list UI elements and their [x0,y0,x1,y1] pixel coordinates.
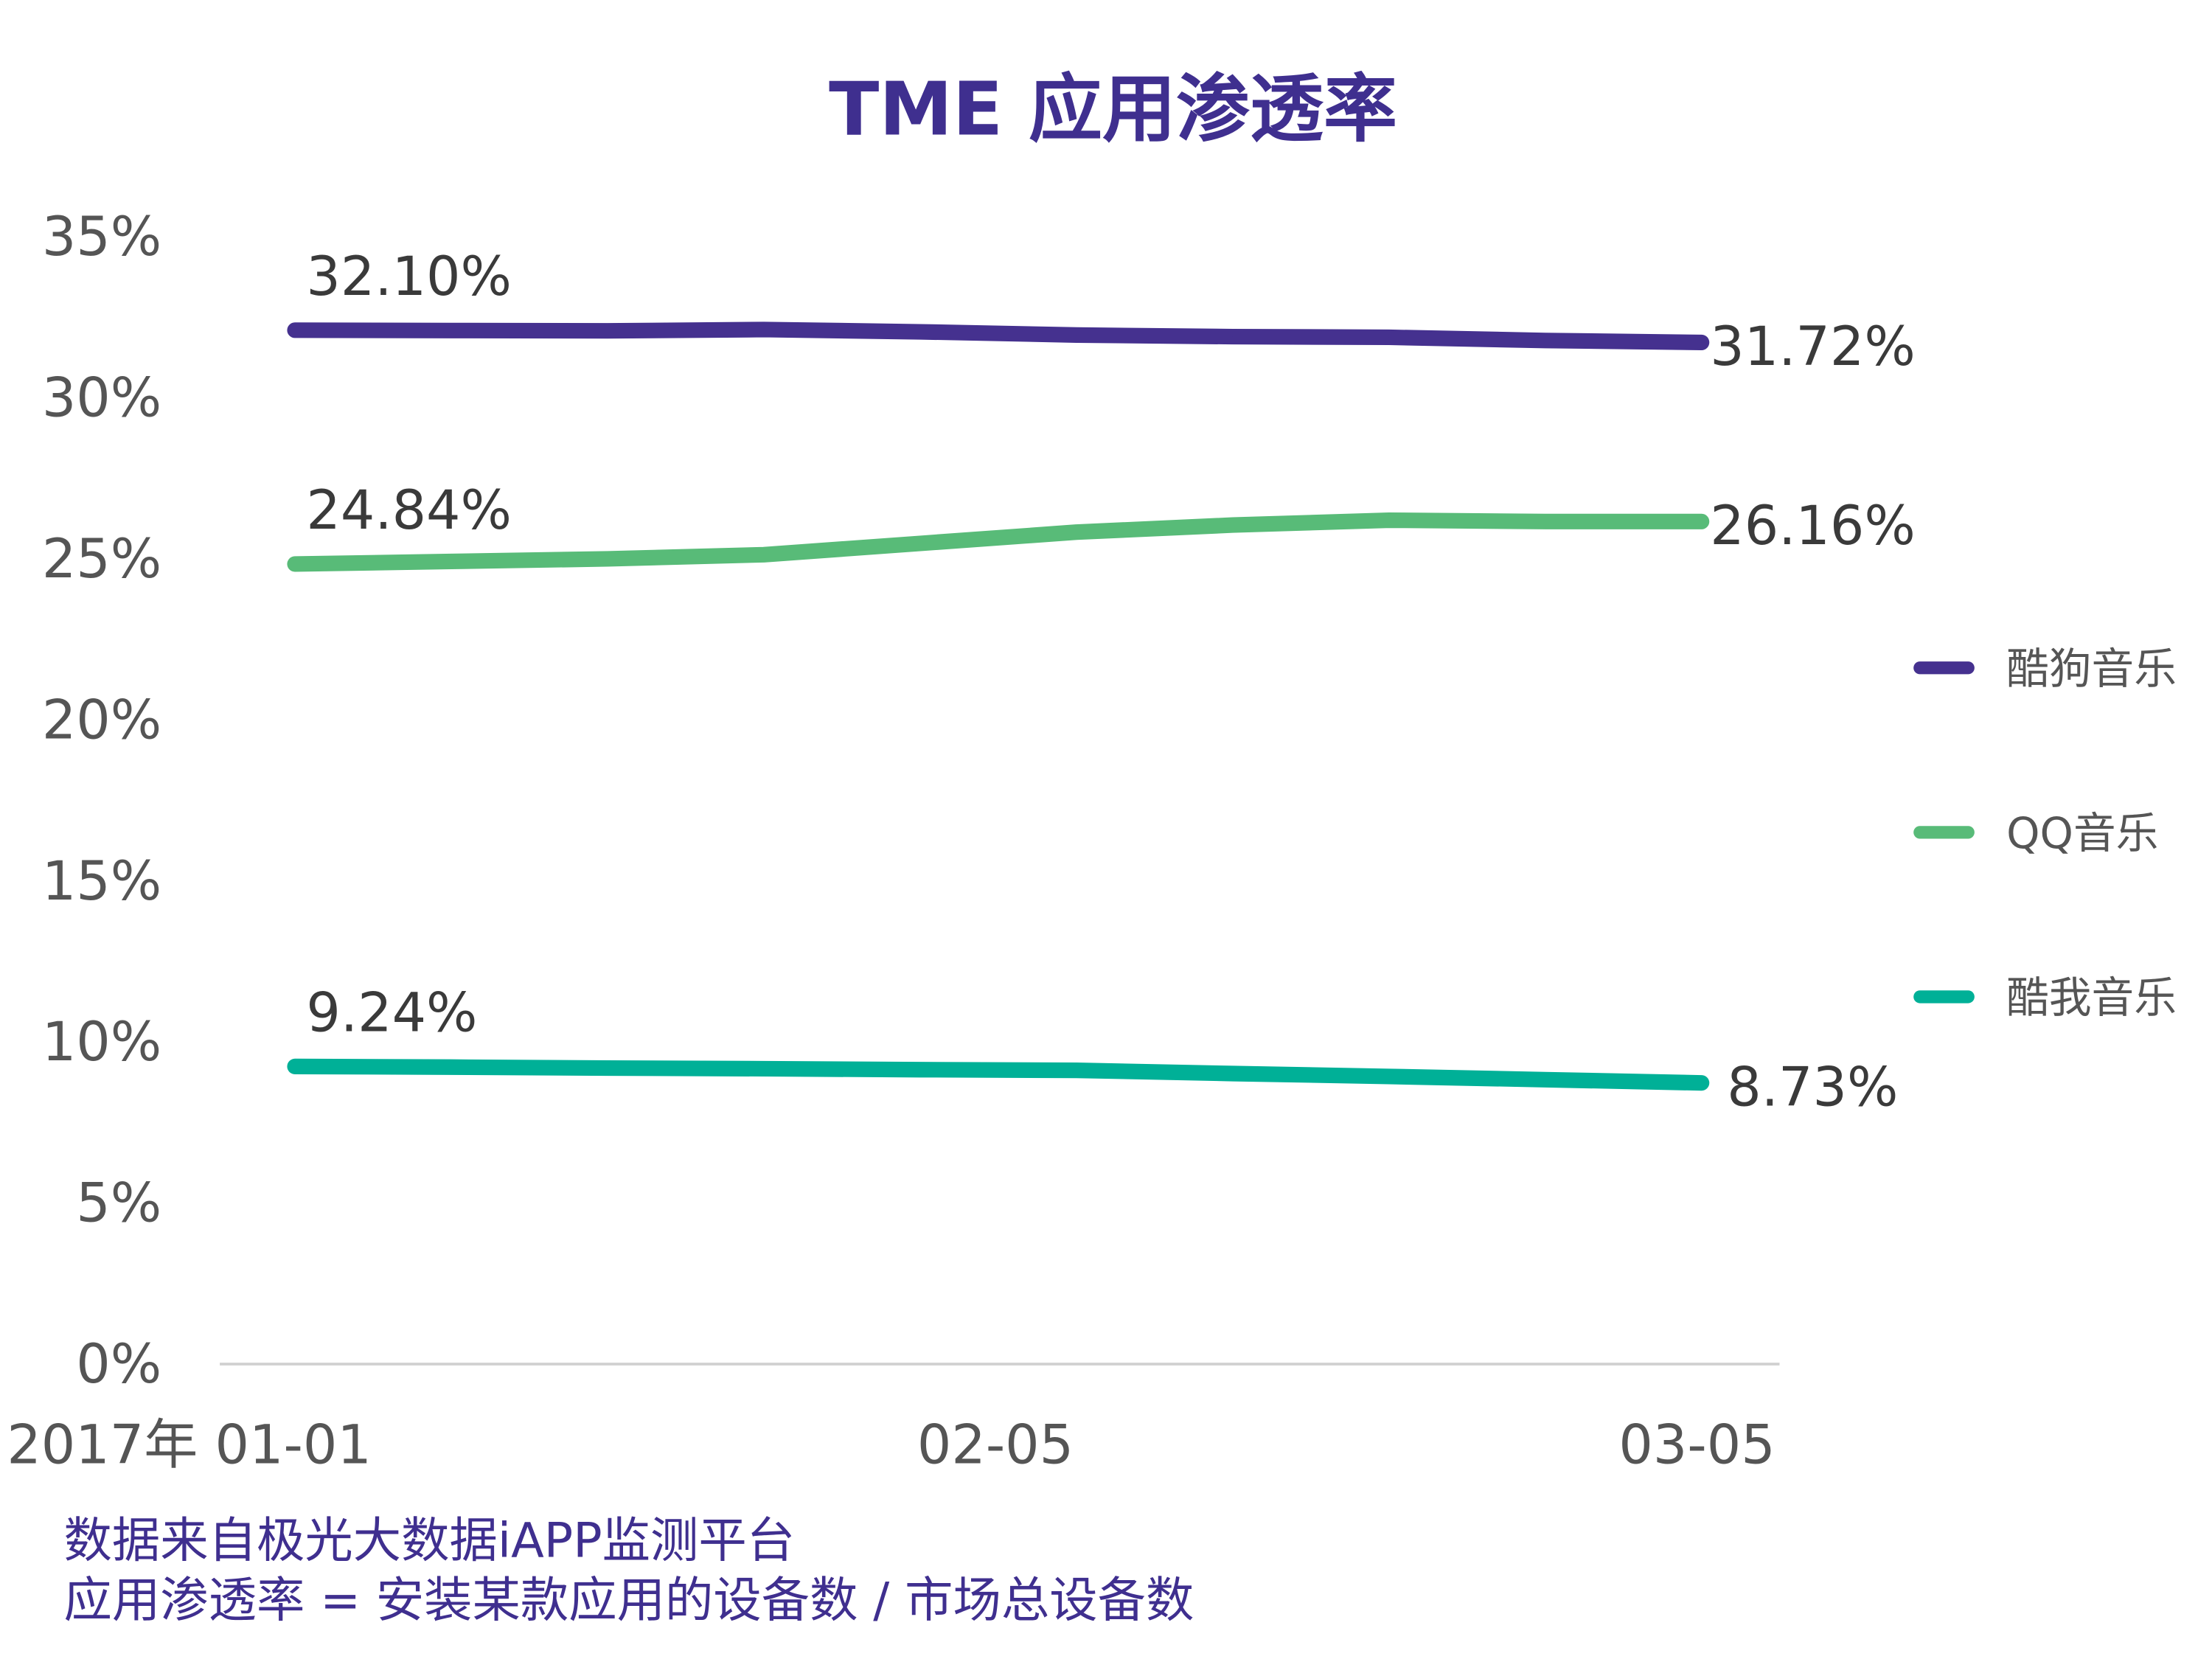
x-tick-label: 03-05 [1618,1414,1775,1477]
end-value-label: 8.73% [1727,1056,1898,1119]
legend-label: QQ音乐 [2006,808,2158,858]
x-tick-label: 02-05 [917,1414,1074,1477]
start-value-label: 9.24% [306,981,477,1044]
series-line-2 [287,1058,1710,1091]
series-lines [287,321,1710,1091]
y-tick-label: 0% [76,1333,161,1396]
y-axis: 0% 5% 10% 15% 20% 25% 30% 35% [42,206,161,1396]
y-tick-label: 30% [42,367,161,430]
start-value-label: 32.10% [306,246,512,308]
end-value-label: 26.16% [1710,495,1916,557]
series-line-1 [287,512,1710,572]
chart-title: TME 应用渗透率 [829,66,1397,153]
legend-label: 酷我音乐 [2006,973,2177,1023]
end-value-label: 31.72% [1710,316,1916,378]
data-labels: 32.10% 31.72% 24.84% 26.16% 9.24% 8.73% [306,246,1915,1119]
start-value-label: 24.84% [306,479,512,542]
y-tick-label: 20% [42,689,161,751]
definition-note: 应用渗透率 = 安装某款应用的设备数 / 市场总设备数 [64,1572,1194,1628]
source-note: 数据来自极光大数据iAPP监测平台 [64,1513,796,1569]
y-tick-label: 10% [42,1011,161,1074]
y-tick-label: 15% [42,850,161,913]
x-tick-label: 2017年 01-01 [7,1414,372,1477]
y-tick-label: 25% [42,528,161,591]
y-tick-label: 35% [42,206,161,268]
series-line-0 [287,321,1710,351]
x-axis: 2017年 01-01 02-05 03-05 [7,1414,1775,1477]
legend-label: 酷狗音乐 [2006,644,2177,694]
y-tick-label: 5% [76,1172,161,1235]
